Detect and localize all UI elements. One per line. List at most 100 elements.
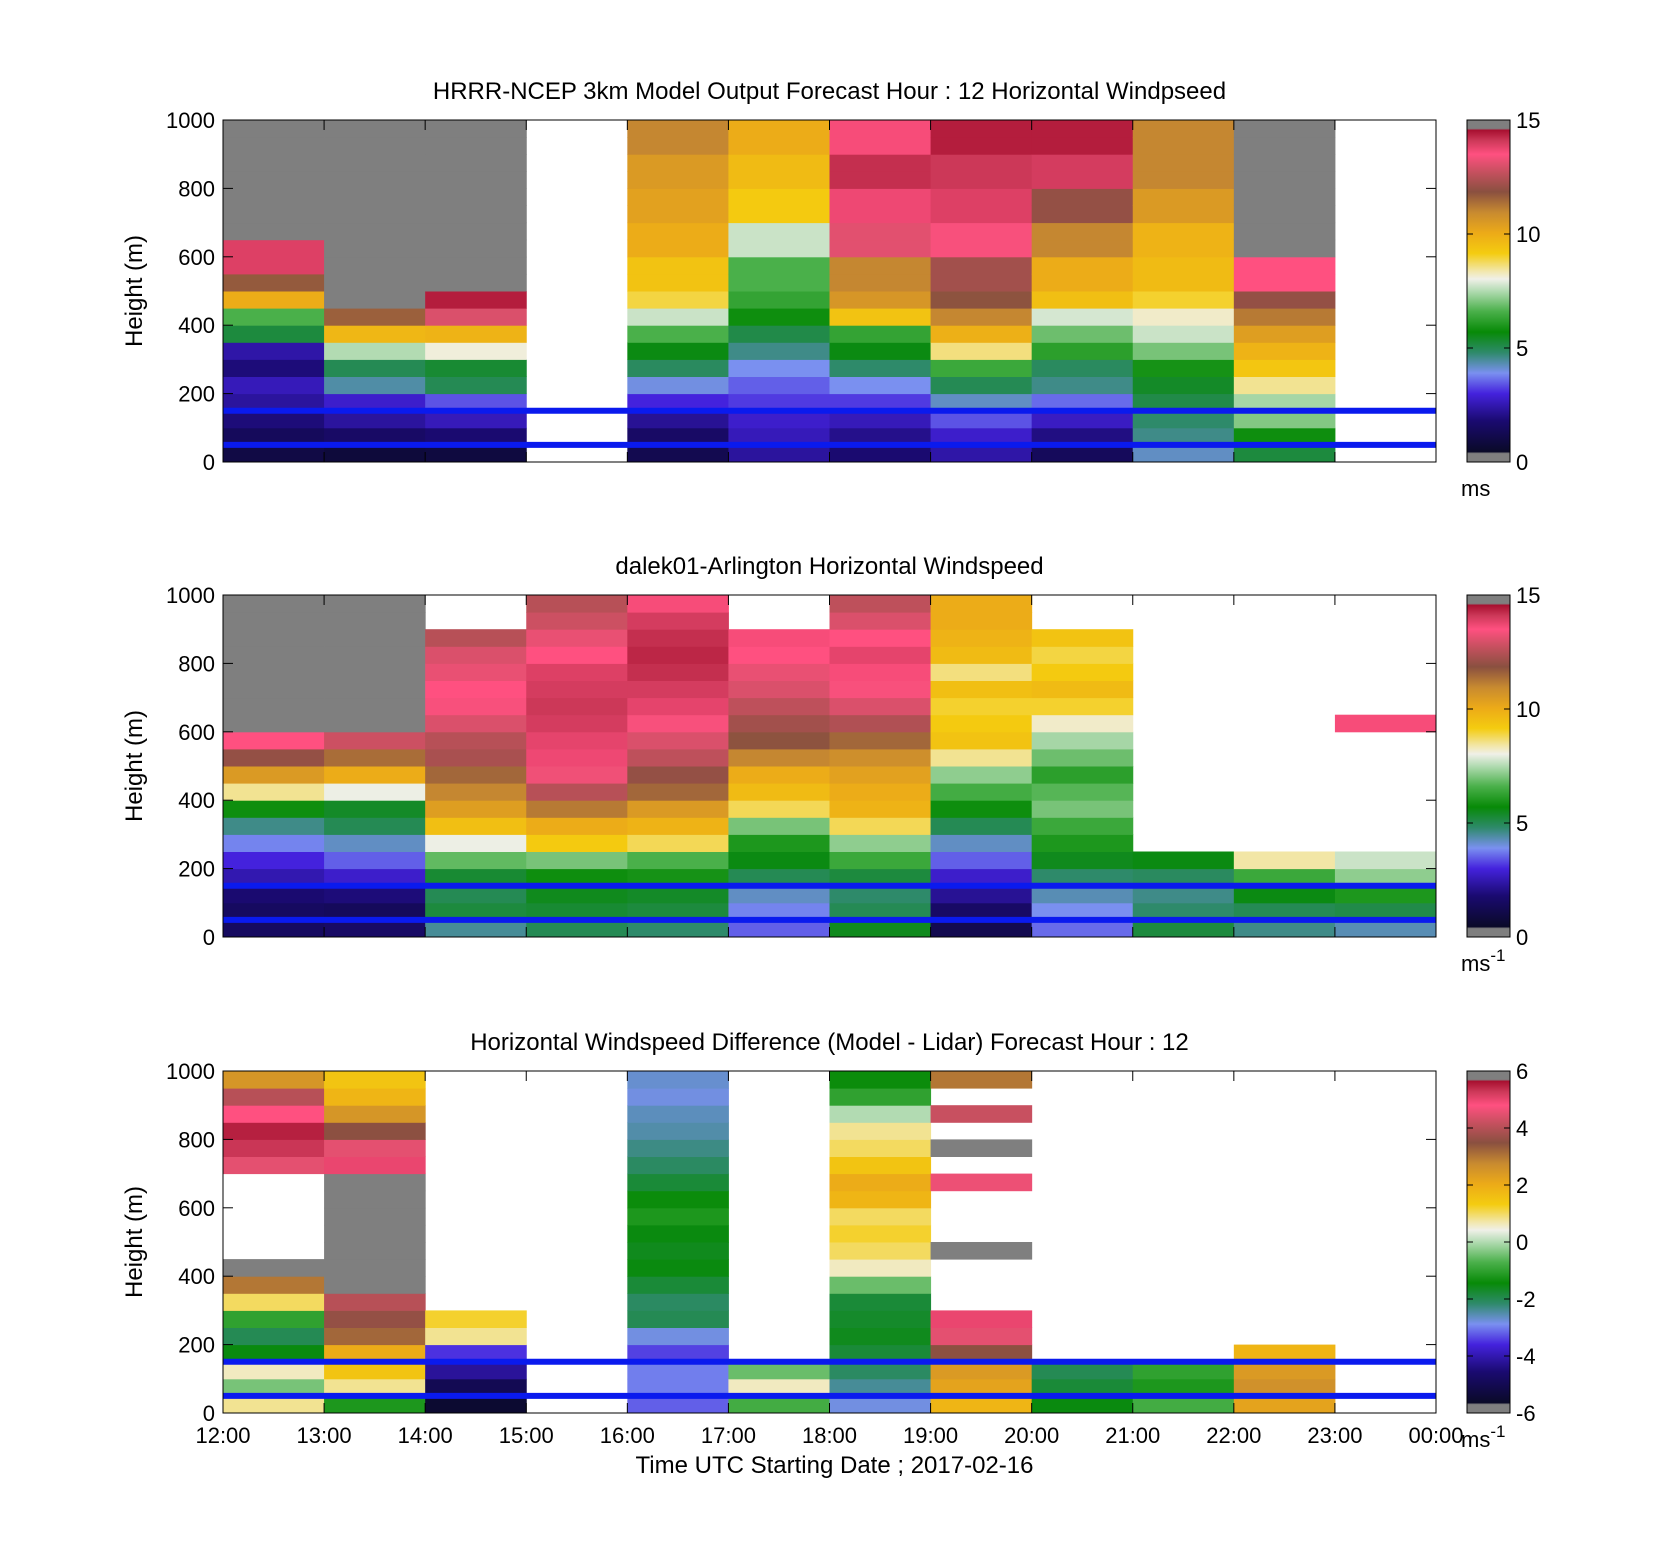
y-tick-label: 400: [178, 313, 215, 338]
heatmap-cell: [627, 1310, 729, 1328]
heatmap-cell: [1233, 205, 1336, 224]
heatmap-cell: [829, 222, 932, 241]
heatmap-cell: [930, 1344, 1033, 1363]
heatmap-cell: [728, 325, 830, 343]
heatmap-cell: [1031, 1395, 1134, 1414]
heatmap-cell: [627, 902, 729, 921]
heatmap-cell: [930, 680, 1033, 699]
heatmap-cell: [324, 714, 426, 733]
heatmap-cell: [1233, 902, 1336, 921]
heatmap-cell: [1031, 697, 1134, 716]
heatmap-cell: [1132, 885, 1235, 904]
heatmap-cell: [324, 629, 426, 647]
heatmap-cell: [930, 120, 1033, 138]
colorbar: 0 5 10 15 ms-1: [1461, 583, 1540, 976]
heatmap-cell: [930, 868, 1033, 887]
heatmap-cell: [627, 919, 729, 938]
heatmap-cell: [829, 646, 932, 664]
heatmap-cell: [526, 663, 628, 681]
chart-title: HRRR-NCEP 3km Model Output Forecast Hour…: [433, 78, 1226, 105]
heatmap-cell: [1233, 188, 1336, 206]
heatmap-cell: [930, 427, 1033, 446]
heatmap-cell: [223, 629, 325, 647]
heatmap-cell: [526, 851, 628, 870]
heatmap-cells: [223, 1071, 1336, 1414]
heatmap-cell: [223, 834, 325, 852]
heatmap-cell: [627, 256, 729, 275]
heatmap-cell: [223, 766, 325, 784]
heatmap-cell: [627, 444, 729, 463]
heatmap-cell: [829, 834, 932, 852]
x-tick-label: 00:00: [1408, 1423, 1463, 1448]
x-tick-label: 15:00: [499, 1423, 554, 1448]
heatmap-cell: [930, 308, 1033, 326]
heatmap-cell: [627, 1276, 729, 1294]
heatmap-cell: [627, 308, 729, 326]
colorbar-tick-label: -2: [1516, 1287, 1536, 1312]
heatmap-cell: [1132, 1378, 1235, 1397]
heatmap-cell: [829, 868, 932, 887]
colorbar-scale: [1466, 1070, 1511, 1414]
heatmap-cell: [930, 851, 1033, 870]
heatmap-cell: [728, 697, 830, 716]
heatmap-cell: [627, 427, 729, 446]
heatmap-cell: [728, 834, 830, 852]
heatmap-cell: [627, 680, 729, 699]
heatmap-cell: [1132, 256, 1235, 275]
colorbar-unit: ms-1: [1461, 946, 1505, 976]
heatmap-cell: [930, 748, 1033, 767]
heatmap-cell: [1233, 137, 1336, 155]
heatmap-cell: [425, 342, 527, 360]
heatmap-cell: [829, 308, 932, 326]
heatmap-cell: [425, 273, 527, 292]
heatmap-cell: [627, 697, 729, 716]
heatmap-cell: [930, 919, 1033, 938]
heatmap-cell: [1233, 239, 1336, 258]
heatmap-cell: [627, 612, 729, 630]
y-tick-label: 600: [178, 720, 215, 745]
heatmap-cell: [425, 851, 527, 870]
heatmap-cell: [829, 680, 932, 699]
heatmap-cell: [223, 376, 325, 395]
heatmap-cell: [223, 1139, 325, 1157]
heatmap-cell: [930, 714, 1033, 733]
heatmap-cell: [728, 410, 830, 429]
heatmap-cell: [728, 376, 830, 395]
heatmap-cell: [324, 291, 426, 309]
heatmap-cell: [324, 868, 426, 887]
heatmap-cell: [425, 748, 527, 767]
heatmap-cell: [324, 1310, 426, 1328]
heatmap-cell: [425, 427, 527, 446]
colorbar-tick-label: 10: [1516, 697, 1540, 722]
heatmap-cell: [1132, 273, 1235, 292]
heatmap-cell: [627, 1259, 729, 1277]
x-tick-label: 20:00: [1004, 1423, 1059, 1448]
heatmap-cell: [627, 376, 729, 395]
heatmap-cell: [728, 273, 830, 292]
heatmap-cell: [627, 1173, 729, 1192]
heatmap-cell: [930, 222, 1033, 241]
x-tick-label: 18:00: [802, 1423, 857, 1448]
colorbar-tick-label: 0: [1516, 925, 1528, 950]
heatmap-cell: [930, 731, 1033, 750]
heatmap-cell: [627, 1105, 729, 1123]
heatmap-cell: [223, 851, 325, 870]
chart-title: dalek01-Arlington Horizontal Windspeed: [615, 553, 1043, 580]
heatmap-cell: [627, 663, 729, 681]
heatmap-cell: [627, 1395, 729, 1414]
heatmap-cell: [223, 868, 325, 887]
panel-3: 0 200 400 600 800 1000 12:00 13:00 14:00 15:00 16:…: [121, 1029, 1536, 1479]
heatmap-cell: [324, 1224, 426, 1243]
heatmap-cell: [1031, 325, 1134, 343]
heatmap-cell: [223, 427, 325, 446]
heatmap-cell: [324, 410, 426, 429]
heatmap-cell: [930, 256, 1033, 275]
heatmap-cell: [1233, 919, 1336, 938]
heatmap-cell: [627, 1224, 729, 1243]
colorbar-unit: ms-1: [1461, 1422, 1505, 1452]
heatmap-cell: [930, 444, 1033, 463]
heatmap-cell: [425, 834, 527, 852]
heatmap-cell: [627, 1378, 729, 1397]
heatmap-cell: [930, 663, 1033, 681]
heatmap-cell: [223, 291, 325, 309]
